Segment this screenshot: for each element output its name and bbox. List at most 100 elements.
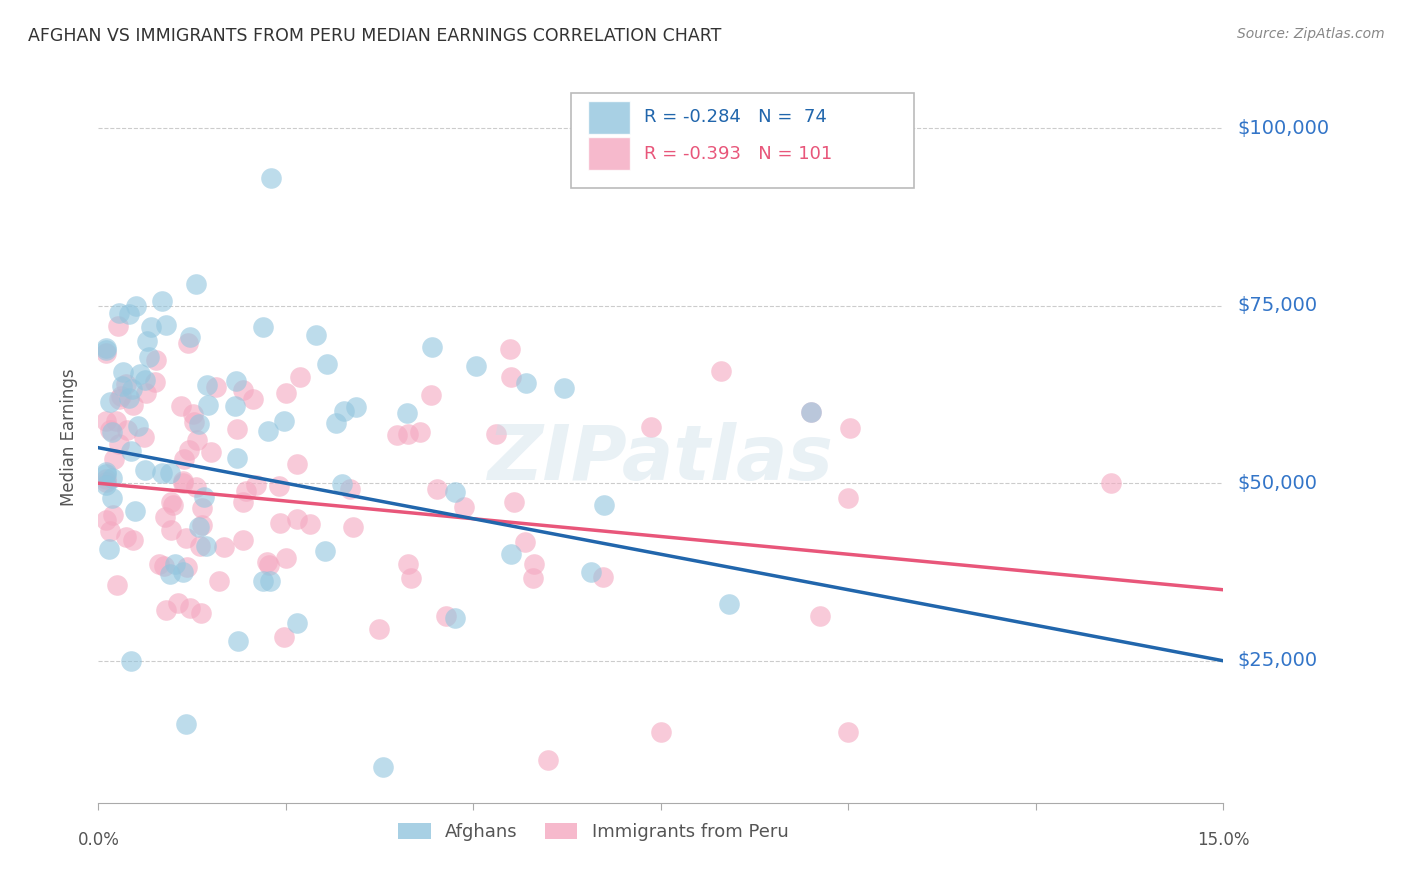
Point bbox=[94, 343, 117, 357]
Point bbox=[245, 478, 267, 492]
Point bbox=[174, 531, 197, 545]
Point bbox=[465, 359, 488, 373]
Point bbox=[136, 334, 159, 349]
Point bbox=[444, 611, 467, 625]
Point bbox=[205, 380, 228, 394]
Point bbox=[485, 426, 508, 441]
Point bbox=[163, 557, 186, 571]
Point bbox=[273, 630, 295, 644]
Point bbox=[184, 277, 207, 292]
Point bbox=[127, 418, 149, 433]
Point bbox=[342, 519, 364, 533]
Point bbox=[134, 430, 156, 444]
Point bbox=[710, 364, 733, 378]
Point bbox=[94, 478, 117, 492]
Text: R = -0.284   N =  74: R = -0.284 N = 74 bbox=[644, 109, 827, 127]
Point bbox=[94, 346, 117, 360]
Point bbox=[115, 377, 138, 392]
Point bbox=[150, 467, 173, 481]
Point bbox=[110, 389, 132, 403]
Point bbox=[98, 395, 121, 409]
Point bbox=[148, 558, 170, 572]
Point bbox=[177, 443, 200, 458]
Point bbox=[187, 520, 209, 534]
Point bbox=[420, 340, 443, 354]
Point bbox=[259, 574, 281, 589]
Point bbox=[181, 407, 204, 421]
Point bbox=[399, 571, 422, 585]
Point bbox=[285, 512, 308, 526]
Point bbox=[120, 655, 142, 669]
Point bbox=[1099, 476, 1122, 491]
Text: $25,000: $25,000 bbox=[1237, 651, 1317, 670]
Point bbox=[808, 609, 831, 624]
Point bbox=[195, 540, 218, 554]
Point bbox=[120, 443, 142, 458]
Point bbox=[579, 565, 602, 579]
Point bbox=[187, 417, 209, 431]
Point bbox=[101, 425, 124, 439]
Point bbox=[118, 392, 141, 406]
Point bbox=[592, 570, 614, 584]
Point bbox=[537, 753, 560, 767]
Point bbox=[121, 533, 143, 548]
Point bbox=[98, 423, 121, 437]
Point bbox=[150, 294, 173, 309]
Point bbox=[285, 616, 308, 631]
Point bbox=[167, 596, 190, 610]
Point bbox=[153, 558, 176, 573]
Point bbox=[260, 170, 283, 185]
Point bbox=[128, 367, 150, 381]
Point bbox=[159, 466, 181, 480]
Point bbox=[503, 495, 526, 509]
Text: $100,000: $100,000 bbox=[1237, 119, 1329, 137]
Point bbox=[232, 383, 254, 397]
Point bbox=[325, 416, 347, 430]
Point bbox=[368, 622, 391, 636]
Point bbox=[257, 558, 280, 572]
Point bbox=[344, 401, 367, 415]
Point bbox=[837, 724, 859, 739]
Text: AFGHAN VS IMMIGRANTS FROM PERU MEDIAN EARNINGS CORRELATION CHART: AFGHAN VS IMMIGRANTS FROM PERU MEDIAN EA… bbox=[28, 27, 721, 45]
Point bbox=[208, 574, 231, 588]
Point bbox=[717, 598, 740, 612]
Point bbox=[94, 475, 117, 489]
Point bbox=[94, 513, 117, 527]
Text: $50,000: $50,000 bbox=[1237, 474, 1317, 492]
Point bbox=[499, 343, 522, 357]
Point bbox=[94, 467, 117, 482]
Point bbox=[176, 559, 198, 574]
Point bbox=[101, 508, 124, 523]
FancyBboxPatch shape bbox=[588, 137, 630, 170]
Point bbox=[186, 433, 208, 447]
Point bbox=[252, 574, 274, 588]
Point bbox=[159, 566, 181, 581]
Point bbox=[499, 369, 522, 384]
Point bbox=[172, 565, 194, 579]
Point bbox=[339, 482, 361, 496]
Point bbox=[235, 484, 257, 499]
Point bbox=[118, 307, 141, 321]
Point bbox=[330, 477, 353, 491]
Point bbox=[837, 491, 859, 505]
Point bbox=[522, 571, 544, 585]
Point bbox=[193, 490, 215, 504]
Point bbox=[252, 320, 274, 334]
Point bbox=[139, 320, 162, 334]
Point bbox=[98, 542, 121, 557]
Point bbox=[121, 382, 143, 396]
Point bbox=[274, 386, 297, 401]
Point bbox=[135, 386, 157, 401]
Point bbox=[197, 398, 219, 412]
Point bbox=[444, 485, 467, 500]
Point bbox=[256, 555, 278, 569]
Point bbox=[101, 471, 124, 485]
Point bbox=[195, 378, 218, 392]
Point bbox=[190, 500, 212, 515]
Text: 15.0%: 15.0% bbox=[1197, 830, 1250, 848]
Point bbox=[172, 474, 194, 488]
Point bbox=[425, 483, 447, 497]
Point bbox=[179, 330, 201, 344]
Point bbox=[138, 351, 160, 365]
Point bbox=[839, 421, 862, 435]
